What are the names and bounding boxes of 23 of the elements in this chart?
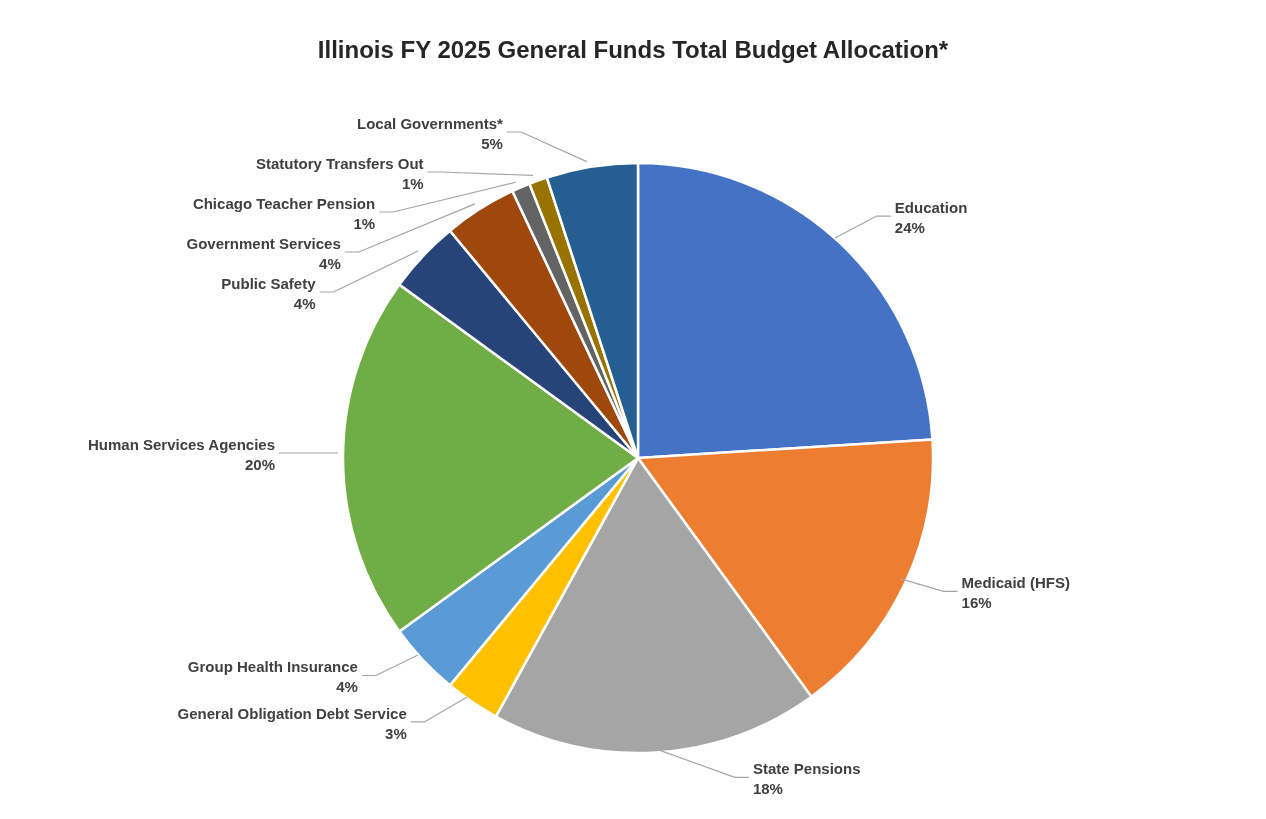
slice-label: Chicago Teacher Pension	[192, 195, 376, 212]
slice-label: Human Services Agencies	[87, 436, 275, 453]
data-label: 1%	[401, 175, 424, 192]
data-label: 20%	[244, 456, 275, 473]
data-label: 4%	[319, 255, 341, 272]
data-label: 16%	[961, 594, 992, 612]
data-label: 5%	[481, 135, 503, 152]
slice-label: Statutory Transfers Out	[256, 155, 424, 172]
slice-label: Local Governments*	[357, 115, 504, 132]
data-label: 1%	[353, 215, 376, 232]
slice-label: Public Safety	[221, 275, 317, 292]
data-label: 18%	[752, 780, 783, 798]
slice-label: State Pensions	[752, 760, 861, 778]
data-label: 24%	[894, 219, 925, 237]
slice-label: Education	[894, 199, 968, 217]
data-label: 4%	[293, 295, 316, 312]
data-label: 3%	[385, 724, 407, 742]
chart-title: Illinois FY 2025 General Funds Total Budget Allocation*	[316, 36, 950, 64]
slice-label: Government Services	[186, 235, 341, 252]
slice-label: Group Health Insurance	[187, 658, 358, 676]
slice-label: General Obligation Debt Service	[177, 704, 407, 722]
slice-label: Medicaid (HFS)	[961, 574, 1070, 592]
data-label: 4%	[336, 678, 358, 696]
